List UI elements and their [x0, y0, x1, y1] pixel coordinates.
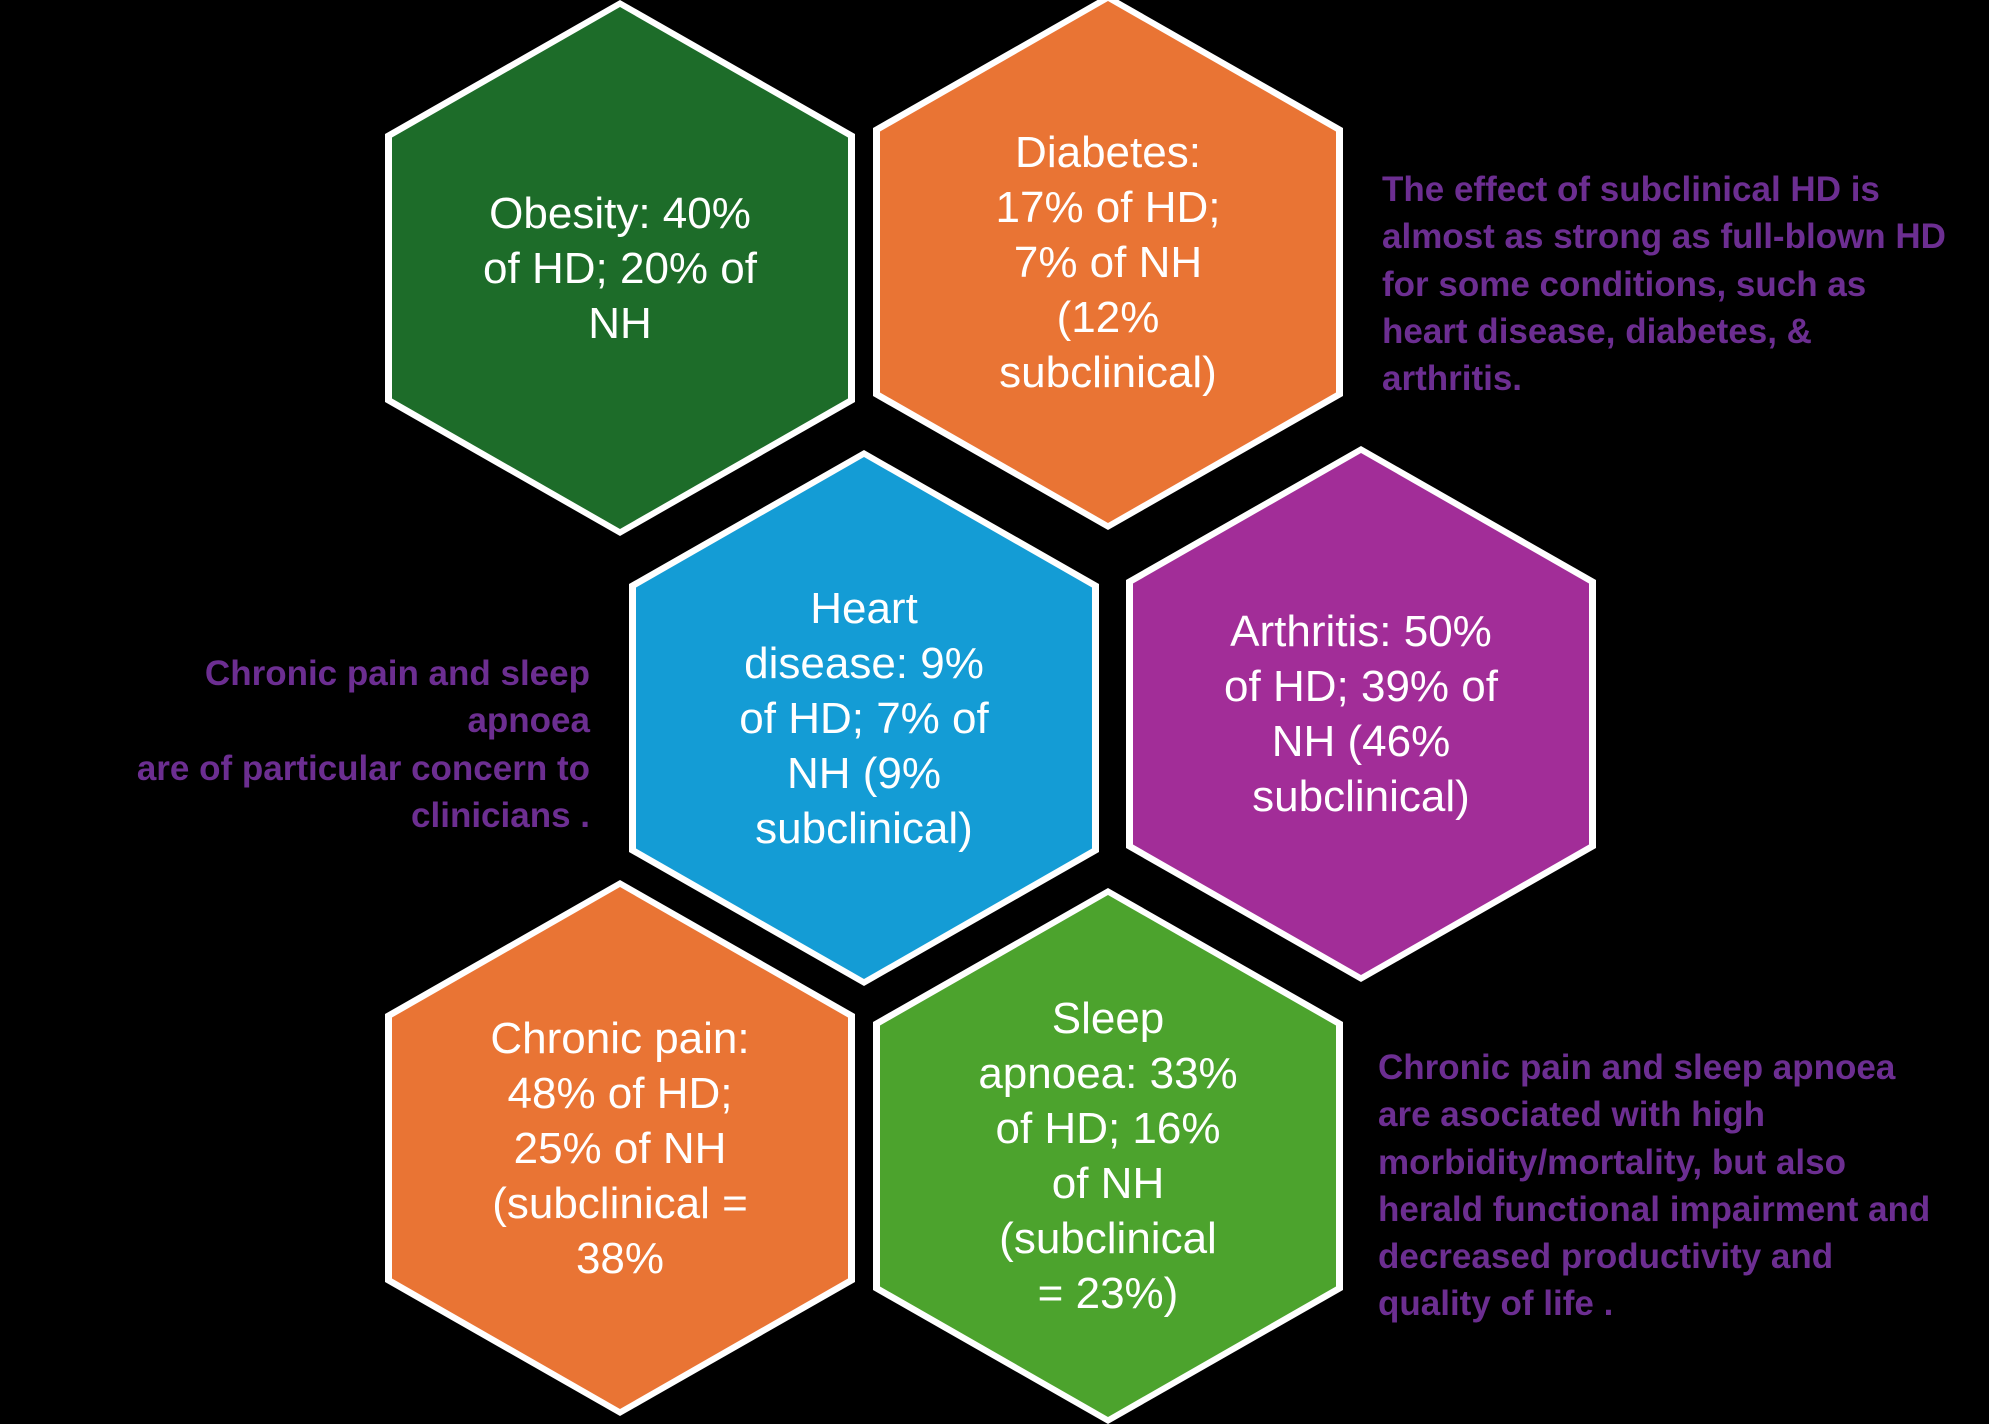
hexagon-chronic-pain-text: Chronic pain: 48% of HD; 25% of NH (subc…: [490, 1013, 750, 1283]
hexagon-arthritis: Arthritis: 50% of HD; 39% of NH (46% sub…: [1126, 446, 1596, 982]
hexagon-sleep-apnoea-fill: [880, 895, 1336, 1417]
hexagon-obesity: Obesity: 40% of HD; 20% of NH: [385, 0, 855, 536]
hexagon-heart-disease-text: Heart disease: 9% of HD; 7% of NH (9% su…: [739, 583, 989, 853]
hexagon-heart-disease-fill: [636, 457, 1092, 979]
hexagon-arthritis-text: Arthritis: 50% of HD; 39% of NH (46% sub…: [1224, 607, 1498, 821]
hexagon-arthritis-fill: [1133, 453, 1589, 975]
hexagon-sleep-apnoea-text: Sleep apnoea: 33% of HD; 16% of NH (subc…: [978, 994, 1238, 1318]
hexagon-obesity-text: Obesity: 40% of HD; 20% of NH: [483, 188, 757, 348]
hexagon-chronic-pain-fill: [392, 887, 848, 1409]
hexagon-diabetes-text: Diabetes: 17% of HD; 7% of NH (12% subcl…: [995, 127, 1221, 397]
subclinical-effect-note: The effect of subclinical HD is almost a…: [1382, 170, 1946, 398]
hexagon-obesity-fill: [392, 7, 848, 529]
hexagon-sleep-apnoea: Sleep apnoea: 33% of HD; 16% of NH (subc…: [873, 888, 1343, 1424]
morbidity-note: Chronic pain and sleep apnoea are asocia…: [1378, 1048, 1931, 1324]
hexagon-heart-disease: Heart disease: 9% of HD; 7% of NH (9% su…: [629, 450, 1099, 986]
hexagon-diabetes: Diabetes: 17% of HD; 7% of NH (12% subcl…: [873, 0, 1343, 530]
hexagon-chronic-pain: Chronic pain: 48% of HD; 25% of NH (subc…: [385, 880, 855, 1416]
hexagon-diabetes-fill: [880, 1, 1336, 523]
clinician-concern-note: Chronic pain and sleep apnoea are of par…: [136, 654, 590, 835]
